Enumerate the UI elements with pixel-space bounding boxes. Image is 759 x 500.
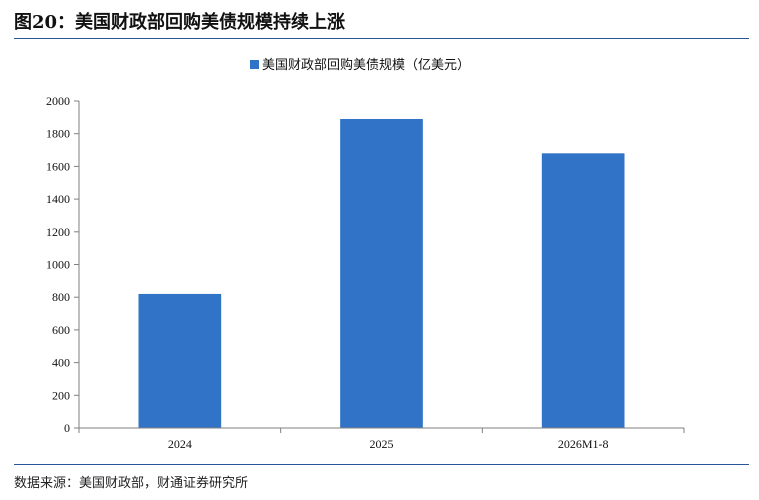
y-tick-label: 800 [52,290,70,304]
y-tick-label: 0 [64,421,70,435]
y-tick-label: 1800 [46,127,70,141]
y-tick-label: 400 [52,356,70,370]
source-note: 数据来源：美国财政部，财通证券研究所 [14,476,249,491]
legend: 美国财政部回购美债规模（亿美元） [250,57,470,73]
y-tick-label: 2000 [46,94,70,108]
x-tick-label: 2024 [168,437,192,451]
bar-2025 [340,118,423,429]
y-tick-label: 1000 [46,258,70,272]
x-tick-label: 2026M1-8 [558,437,609,451]
bar-2024 [138,293,222,428]
y-tick-label: 1400 [46,192,70,206]
y-tick-label: 1600 [46,159,70,173]
x-tick-label: 2025 [370,437,394,451]
y-tick-label: 200 [52,388,70,402]
y-tick-label: 600 [52,323,70,337]
x-axis: 2024 2025 2026M1-8 [78,427,685,451]
bars [138,118,625,429]
legend-swatch [250,60,259,69]
bottom-rule [14,464,749,465]
y-axis: 0 200 400 600 800 1000 1200 1400 1600 1800 2000 [46,94,80,435]
top-rule [14,38,749,39]
figure-title: 图20：美国财政部回购美债规模持续上涨 [14,12,346,33]
bar-2026M1-8 [541,153,625,428]
bar-chart: 美国财政部回购美债规模（亿美元） 0 200 400 600 800 1000 1200 14… [46,57,685,451]
legend-label: 美国财政部回购美债规模（亿美元） [262,57,470,73]
y-tick-label: 1200 [46,225,70,239]
